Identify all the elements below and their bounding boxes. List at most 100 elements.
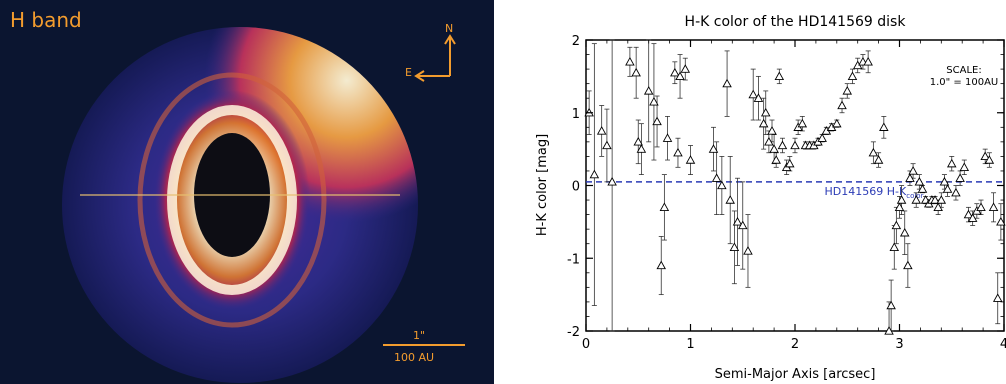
x-tick-label: 4 [1000,337,1006,352]
hk-color-chart: H-K color of the HD141569 disk HD141569 … [535,14,1006,382]
data-point [652,116,662,126]
data-point [589,169,600,179]
data-point [711,173,722,182]
north-label: N [445,22,454,35]
data-point [602,140,612,150]
data-point [917,184,928,193]
data-point [946,158,957,168]
data-point [879,122,889,131]
data-point [967,213,978,222]
data-point [732,216,743,226]
data-point [769,144,779,153]
scale-annotation-line1: SCALE: [946,65,981,76]
data-point [842,85,853,95]
data-point [873,155,884,164]
data-point [886,300,896,310]
data-point [980,151,990,161]
data-point [959,162,970,171]
data-point [988,202,999,211]
data-point [607,176,617,186]
x-tick-label: 3 [895,337,903,352]
data-point [633,136,644,146]
data-point [863,56,873,66]
data-point [722,78,732,88]
data-point [992,293,1003,302]
data-point [625,56,635,66]
data-point [649,96,659,106]
reference-line-label: HD141569 H-Kcolor [825,185,924,200]
data-point [951,187,961,197]
data-point [643,85,654,95]
data-point [753,93,764,102]
y-tick-label: 0 [572,180,580,195]
y-tick-label: 1 [572,107,580,122]
data-point [675,71,685,81]
east-label: E [405,66,412,79]
data-point [832,118,842,128]
data-point [774,71,785,81]
scale-arcsec-label: 1" [413,329,426,342]
data-point [894,202,905,211]
disk-image [0,0,494,384]
data-point [955,173,965,182]
data-point [708,144,719,153]
scale-au-label: 100 AU [394,351,435,364]
data-point [963,209,974,219]
data-point [758,118,769,128]
data-point [656,260,667,270]
data-point [662,133,673,142]
data-point [976,202,986,211]
data-point [905,173,915,182]
data-point [914,176,925,186]
data-point [631,67,641,77]
data-point [670,67,680,77]
data-point [685,155,696,164]
data-point [743,246,753,255]
data-point [659,202,670,211]
data-point [777,140,788,150]
y-tick-label: 2 [572,34,580,49]
data-point [868,147,879,157]
compass-arrows [414,34,456,82]
data-point [771,155,781,164]
data-point [725,195,735,204]
data-point [673,147,683,157]
chart-title: H-K color of the HD141569 disk [685,14,907,30]
data-point [936,195,947,204]
chart-panel: H-K color of the HD141569 disk HD141569 … [494,0,1006,384]
y-tick-label: -1 [567,252,580,267]
data-point [847,71,858,81]
x-tick-label: 0 [582,337,590,352]
data-point [760,107,771,117]
data-point [790,140,800,150]
x-tick-label: 2 [791,337,799,352]
data-markers [584,56,1006,335]
data-point [942,184,953,193]
data-point [837,100,847,110]
data-point [884,326,894,335]
x-axis-label: Semi-Major Axis [arcsec] [715,367,876,382]
data-point [896,195,907,204]
y-tick-label: -2 [567,325,580,340]
axis-ticks: 0 1 2 3 4 -2 -1 0 1 2 [567,34,1006,352]
data-point [636,144,647,153]
data-point [899,227,910,237]
y-axis-label: H-K color [mag] [535,134,550,236]
data-point [996,216,1006,226]
data-point [908,166,918,175]
data-point [933,202,943,211]
data-point [717,180,727,190]
data-point [939,176,950,186]
x-tick-label: 1 [686,337,694,352]
data-point [797,118,808,128]
data-point [680,64,691,73]
scale-annotation-line2: 1.0" = 100AU [930,77,999,88]
data-point [596,126,607,135]
data-point [748,89,758,99]
data-point [729,242,740,251]
data-point [911,195,921,204]
data-point [930,195,940,204]
data-point [889,242,900,251]
data-point [984,155,995,164]
data-point [817,133,827,142]
